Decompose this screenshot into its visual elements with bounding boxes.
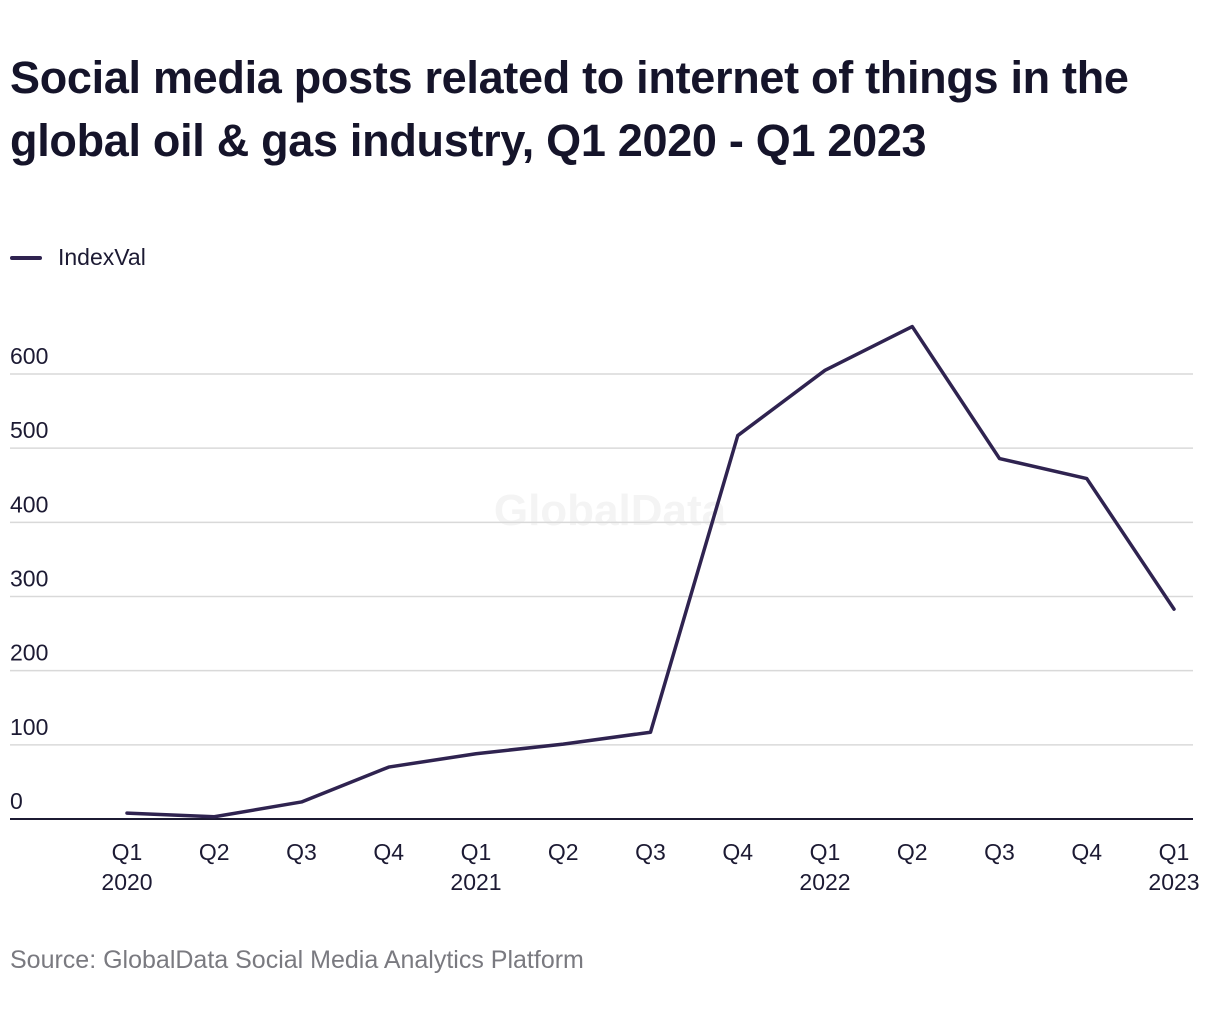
x-tick-label: Q3 [984,839,1015,865]
x-tick-label: Q1 2022 [799,839,850,895]
y-tick-label: 200 [10,640,48,666]
watermark-text: GlobalData [494,486,727,535]
chart-title: Social media posts related to internet o… [10,52,1129,166]
x-axis-tick-labels: Q1 2020 Q2 Q3 Q4 Q1 2021 Q2 Q3 Q4 Q1 2022 Q2 Q3 Q4 Q1 20… [101,839,1199,895]
source-note: Source: GlobalData Social Media Analytic… [10,946,584,974]
legend-swatch [10,255,42,260]
x-tick-label: Q2 [199,839,230,865]
x-tick-label: Q4 [1071,839,1102,865]
x-tick-label: Q4 [373,839,404,865]
x-tick-label: Q1 2020 [101,839,152,895]
y-tick-label: 600 [10,343,48,369]
y-tick-label: 100 [10,714,48,740]
x-tick-label: Q4 [722,839,753,865]
x-tick-label: Q1 2021 [450,839,501,895]
series-line-indexval [125,324,1176,819]
x-tick-label: Q2 [897,839,928,865]
x-tick-label: Q3 [635,839,666,865]
legend: IndexVal [10,244,146,271]
x-tick-label: Q1 2023 [1148,839,1199,895]
y-tick-label: 500 [10,417,48,443]
y-axis-tick-labels: 0 100 200 300 400 500 600 [10,343,48,814]
legend-label: IndexVal [58,244,146,270]
gridlines [10,373,1193,746]
y-tick-label: 400 [10,491,48,517]
x-tick-label: Q2 [548,839,579,865]
y-tick-label: 300 [10,566,48,592]
x-tick-label: Q3 [286,839,317,865]
y-tick-label: 0 [10,788,23,814]
